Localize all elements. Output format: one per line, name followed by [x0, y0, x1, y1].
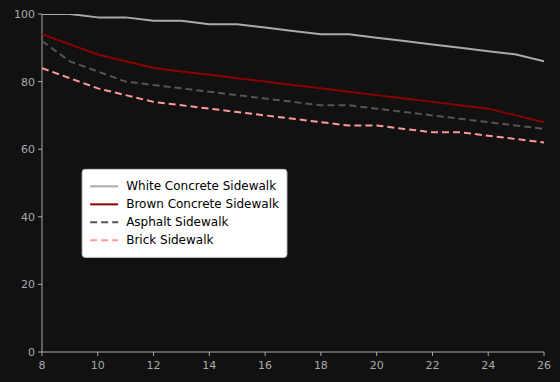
- x-tick: [265, 352, 266, 356]
- legend: White Concrete Sidewalk Brown Concrete Si…: [82, 169, 287, 257]
- y-tick-label: 0: [28, 346, 35, 359]
- legend-label: Brick Sidewalk: [126, 233, 213, 247]
- x-tick-label: 22: [425, 359, 439, 372]
- y-tick-label: 100: [14, 8, 35, 21]
- y-tick-label: 60: [21, 143, 35, 156]
- x-tick: [544, 352, 545, 356]
- x-tick-label: 12: [147, 359, 161, 372]
- x-tick-label: 20: [370, 359, 384, 372]
- legend-label: White Concrete Sidewalk: [126, 179, 276, 193]
- legend-swatch: [90, 221, 118, 223]
- axes: 8 10 12 14 16 18 20 22 24 26 0 20 40 60 80 100: [14, 8, 551, 372]
- lines: [42, 14, 544, 142]
- legend-label: Asphalt Sidewalk: [126, 215, 228, 229]
- x-axis-line: [42, 352, 544, 353]
- x-tick-label: 26: [537, 359, 551, 372]
- x-tick-label: 18: [314, 359, 328, 372]
- legend-label: Brown Concrete Sidewalk: [126, 197, 279, 211]
- legend-swatch: [90, 239, 118, 241]
- x-tick: [432, 352, 433, 356]
- x-tick: [320, 352, 321, 356]
- y-tick: [38, 284, 42, 285]
- legend-swatch: [90, 185, 118, 187]
- legend-box: [82, 169, 287, 257]
- y-tick: [38, 352, 42, 353]
- background: [0, 0, 560, 382]
- x-tick: [97, 352, 98, 356]
- x-tick-label: 8: [39, 359, 46, 372]
- x-tick-label: 10: [91, 359, 105, 372]
- y-tick: [38, 14, 42, 15]
- x-tick: [153, 352, 154, 356]
- x-tick: [42, 352, 43, 356]
- chart: 8 10 12 14 16 18 20 22 24 26 0 20 40 60 80 100 White Con…: [0, 0, 560, 382]
- x-tick: [209, 352, 210, 356]
- y-tick: [38, 81, 42, 82]
- series-line: [42, 41, 544, 129]
- y-tick: [38, 149, 42, 150]
- y-tick-label: 20: [21, 278, 35, 291]
- y-tick: [38, 216, 42, 217]
- x-tick-label: 24: [481, 359, 495, 372]
- series-line: [42, 68, 544, 142]
- x-tick: [376, 352, 377, 356]
- y-tick-label: 80: [21, 76, 35, 89]
- series-line: [42, 34, 544, 122]
- x-tick: [488, 352, 489, 356]
- y-axis-line: [42, 14, 43, 352]
- x-tick-label: 14: [202, 359, 216, 372]
- legend-swatch: [90, 203, 118, 205]
- series-line: [42, 14, 544, 61]
- y-tick-label: 40: [21, 211, 35, 224]
- x-tick-label: 16: [258, 359, 272, 372]
